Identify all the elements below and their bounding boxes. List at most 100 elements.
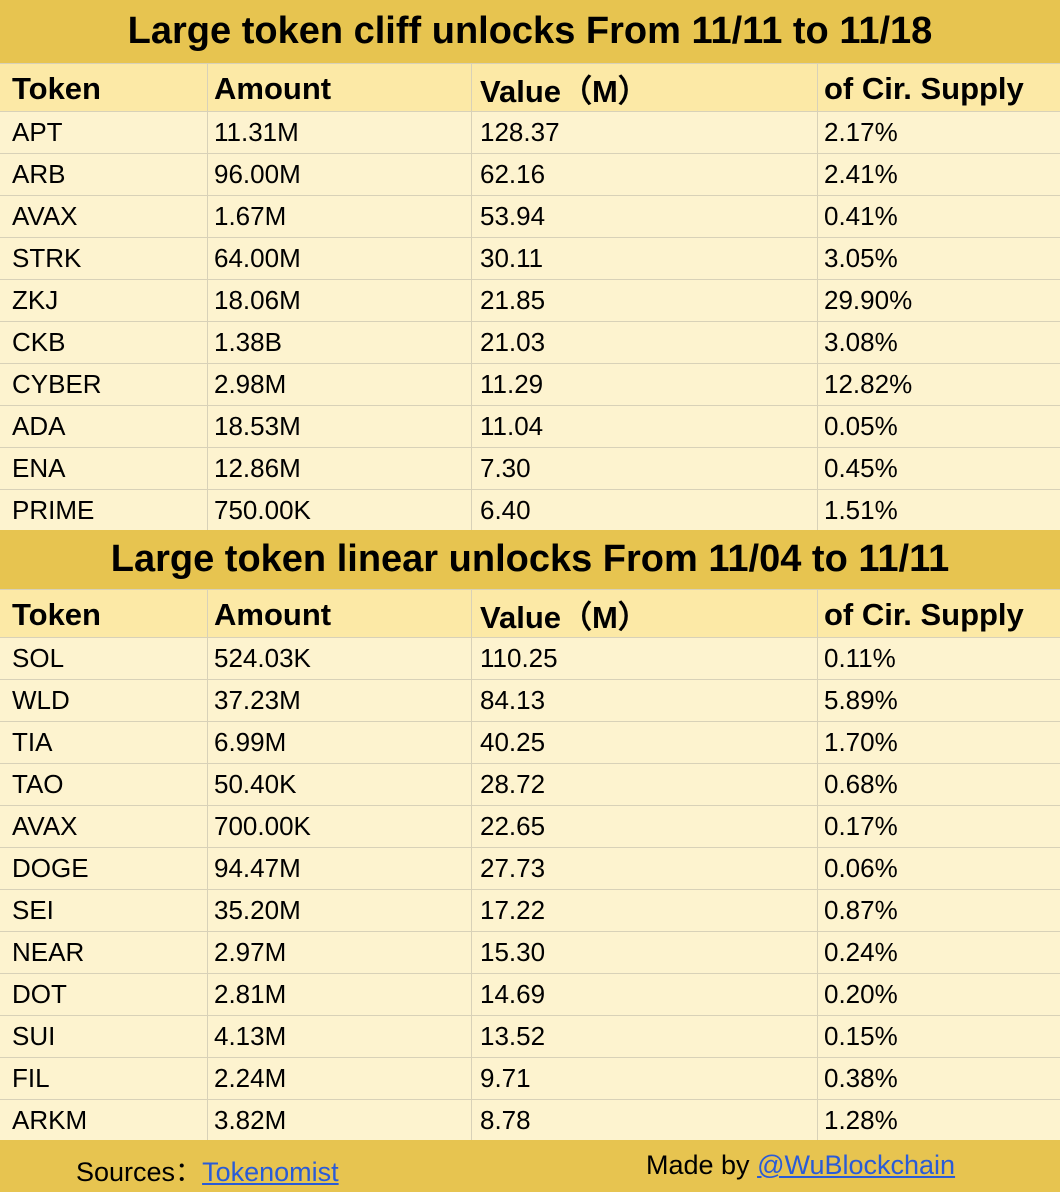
cell-value: 17.22 xyxy=(472,890,818,931)
cell-value: 84.13 xyxy=(472,680,818,721)
cell-token: ZKJ xyxy=(0,280,208,321)
cell-amount: 4.13M xyxy=(208,1016,472,1057)
cell-value: 7.30 xyxy=(472,448,818,489)
cell-amount: 2.98M xyxy=(208,364,472,405)
cell-token: AVAX xyxy=(0,806,208,847)
table-row: STRK 64.00M 30.11 3.05% xyxy=(0,238,1060,280)
cell-amount: 37.23M xyxy=(208,680,472,721)
cell-supply: 0.87% xyxy=(824,895,898,925)
cell-amount: 2.97M xyxy=(208,932,472,973)
table-row: SEI 35.20M 17.22 0.87% xyxy=(0,890,1060,932)
cell-token: TAO xyxy=(0,764,208,805)
cell-amount: 18.53M xyxy=(208,406,472,447)
table-row: CYBER 2.98M 11.29 12.82% xyxy=(0,364,1060,406)
cell-amount: 50.40K xyxy=(208,764,472,805)
cell-supply: 12.82% xyxy=(824,369,913,399)
cell-value: 21.85 xyxy=(472,280,818,321)
table-row: AVAX 1.67M 53.94 0.41% xyxy=(0,196,1060,238)
made-by-credit: Made by @WuBlockchain xyxy=(646,1150,955,1181)
table-row: DOGE 94.47M 27.73 0.06% xyxy=(0,848,1060,890)
cell-token: TIA xyxy=(0,722,208,763)
cell-supply: 1.28% xyxy=(824,1105,898,1135)
cell-value: 21.03 xyxy=(472,322,818,363)
cell-token: SOL xyxy=(0,638,208,679)
cell-value: 15.30 xyxy=(472,932,818,973)
cell-amount: 94.47M xyxy=(208,848,472,889)
cell-value: 62.16 xyxy=(472,154,818,195)
cell-token: FIL xyxy=(0,1058,208,1099)
cell-value: 11.04 xyxy=(472,406,818,447)
cliff-title: Large token cliff unlocks From 11/11 to … xyxy=(0,0,1060,64)
cell-value: 6.40 xyxy=(472,490,818,531)
cell-value: 28.72 xyxy=(472,764,818,805)
cell-supply: 0.11% xyxy=(824,643,896,673)
cell-supply: 0.17% xyxy=(824,811,898,841)
cell-supply: 1.51% xyxy=(824,495,898,525)
cell-value: 40.25 xyxy=(472,722,818,763)
cell-amount: 64.00M xyxy=(208,238,472,279)
cell-amount: 750.00K xyxy=(208,490,472,531)
cell-amount: 18.06M xyxy=(208,280,472,321)
cell-token: ADA xyxy=(0,406,208,447)
author-link[interactable]: @WuBlockchain xyxy=(757,1150,956,1180)
header-token: Token xyxy=(0,590,208,637)
cell-amount: 6.99M xyxy=(208,722,472,763)
cell-amount: 35.20M xyxy=(208,890,472,931)
table-row: SUI 4.13M 13.52 0.15% xyxy=(0,1016,1060,1058)
cell-supply: 0.06% xyxy=(824,853,898,883)
cell-amount: 524.03K xyxy=(208,638,472,679)
cell-supply: 0.20% xyxy=(824,979,898,1009)
cell-token: SUI xyxy=(0,1016,208,1057)
cell-value: 14.69 xyxy=(472,974,818,1015)
cell-supply: 2.41% xyxy=(824,159,898,189)
footer-bar: Sources：Tokenomist Made by @WuBlockchain xyxy=(0,1140,1060,1192)
table-row: SOL 524.03K 110.25 0.11% xyxy=(0,638,1060,680)
cell-value: 11.29 xyxy=(472,364,818,405)
cell-token: APT xyxy=(0,112,208,153)
linear-title: Large token linear unlocks From 11/04 to… xyxy=(0,530,1060,590)
header-supply: of Cir. Supply xyxy=(824,70,1024,106)
table-row: TIA 6.99M 40.25 1.70% xyxy=(0,722,1060,764)
cell-supply: 5.89% xyxy=(824,685,898,715)
cell-value: 110.25 xyxy=(472,638,818,679)
sources-label: Sources： xyxy=(76,1157,203,1187)
cell-amount: 1.38B xyxy=(208,322,472,363)
cell-supply: 3.05% xyxy=(824,243,898,273)
table-row: ADA 18.53M 11.04 0.05% xyxy=(0,406,1060,448)
header-token: Token xyxy=(0,64,208,111)
table-row: ZKJ 18.06M 21.85 29.90% xyxy=(0,280,1060,322)
table-row: ARKM 3.82M 8.78 1.28% xyxy=(0,1100,1060,1142)
cell-amount: 3.82M xyxy=(208,1100,472,1141)
cell-supply: 0.45% xyxy=(824,453,898,483)
cell-supply: 3.08% xyxy=(824,327,898,357)
table-row: DOT 2.81M 14.69 0.20% xyxy=(0,974,1060,1016)
cell-token: DOT xyxy=(0,974,208,1015)
sources-link[interactable]: Tokenomist xyxy=(202,1157,339,1187)
cell-supply: 1.70% xyxy=(824,727,898,757)
cell-amount: 96.00M xyxy=(208,154,472,195)
table-row: FIL 2.24M 9.71 0.38% xyxy=(0,1058,1060,1100)
sources-credit: Sources：Tokenomist xyxy=(76,1150,339,1189)
cell-supply: 0.15% xyxy=(824,1021,898,1051)
cell-value: 8.78 xyxy=(472,1100,818,1141)
table-row: NEAR 2.97M 15.30 0.24% xyxy=(0,932,1060,974)
cell-supply: 0.41% xyxy=(824,201,898,231)
cell-supply: 0.38% xyxy=(824,1063,898,1093)
cell-token: CKB xyxy=(0,322,208,363)
cell-amount: 1.67M xyxy=(208,196,472,237)
cell-token: ARB xyxy=(0,154,208,195)
cell-amount: 2.24M xyxy=(208,1058,472,1099)
header-value: Value（M） xyxy=(472,590,818,637)
cell-value: 22.65 xyxy=(472,806,818,847)
cell-amount: 11.31M xyxy=(208,112,472,153)
table-row: APT 11.31M 128.37 2.17% xyxy=(0,112,1060,154)
cell-token: NEAR xyxy=(0,932,208,973)
header-amount: Amount xyxy=(208,590,472,637)
table-row: AVAX 700.00K 22.65 0.17% xyxy=(0,806,1060,848)
cell-value: 53.94 xyxy=(472,196,818,237)
table-row: PRIME 750.00K 6.40 1.51% xyxy=(0,490,1060,532)
cell-token: WLD xyxy=(0,680,208,721)
table-row: TAO 50.40K 28.72 0.68% xyxy=(0,764,1060,806)
cell-supply: 0.68% xyxy=(824,769,898,799)
